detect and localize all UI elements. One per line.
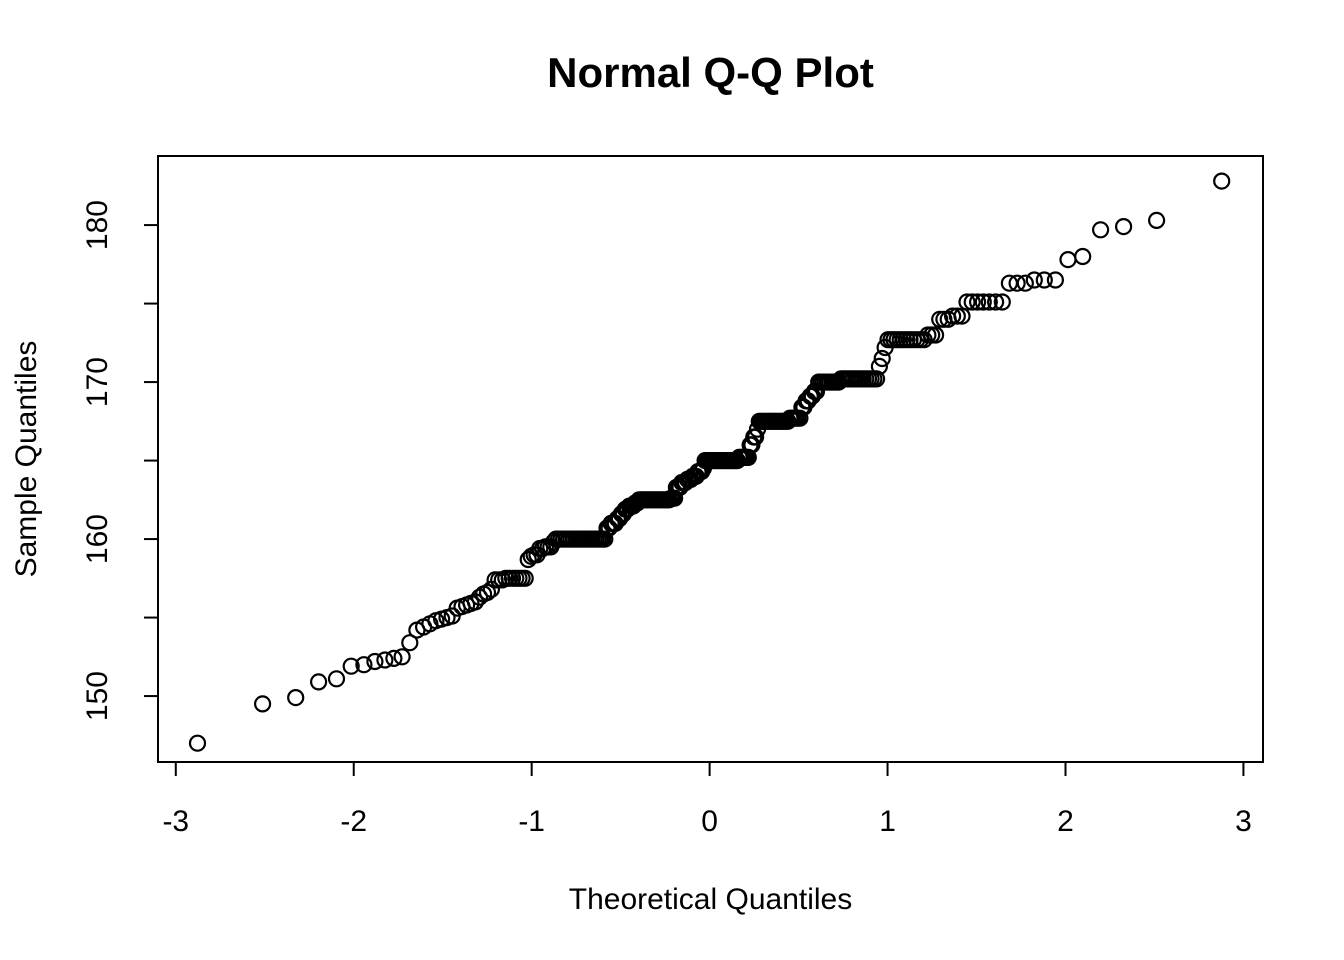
data-point [342, 657, 360, 675]
data-point [980, 293, 998, 311]
data-point [366, 652, 384, 671]
x-tick-label: -2 [340, 805, 367, 838]
y-tick-label: 170 [81, 357, 114, 407]
data-point [1008, 274, 1026, 292]
data-point [327, 670, 346, 688]
data-point [1016, 274, 1034, 292]
x-tick-label: 2 [1057, 805, 1074, 838]
data-point [310, 673, 328, 691]
data-point [963, 293, 981, 311]
x-tick-label: -1 [518, 805, 545, 838]
data-point [968, 293, 987, 311]
data-point [1114, 218, 1133, 236]
data-point [948, 307, 966, 325]
data-point [1213, 172, 1231, 190]
data-point [478, 583, 497, 602]
data-point [1091, 221, 1110, 239]
data-point [385, 649, 403, 668]
data-point [867, 370, 886, 388]
data-point [1147, 211, 1166, 229]
data-point [393, 648, 411, 666]
data-point [376, 651, 394, 669]
data-point [401, 634, 419, 652]
data-point [943, 307, 962, 325]
data-point [986, 293, 1005, 311]
data-point [1035, 271, 1053, 289]
data-point [1025, 271, 1043, 289]
y-tick-label: 150 [81, 671, 114, 721]
data-point [743, 436, 761, 454]
data-point [791, 409, 809, 427]
data-point [739, 448, 757, 466]
data-point [974, 293, 992, 311]
x-tick-label: 0 [701, 805, 718, 838]
data-point [870, 357, 889, 375]
x-tick-label: 1 [879, 805, 896, 838]
data-point [1074, 247, 1092, 266]
data-point [958, 293, 976, 311]
chart-title: Normal Q-Q Plot [547, 49, 874, 96]
data-point [355, 656, 373, 674]
data-point [596, 530, 614, 548]
x-tick-label: 3 [1235, 805, 1252, 838]
x-axis-label: Theoretical Quantiles [568, 883, 853, 916]
data-point [926, 326, 945, 344]
data-point [1046, 271, 1065, 289]
data-point [873, 349, 891, 368]
data-point [1059, 251, 1077, 269]
data-point [254, 695, 272, 713]
data-point [746, 428, 765, 446]
x-tick-label: -3 [162, 805, 189, 838]
data-point [665, 489, 684, 507]
y-tick-label: 160 [81, 514, 114, 564]
data-point [287, 688, 305, 707]
data-point [516, 569, 534, 587]
y-tick-label: 180 [81, 200, 114, 250]
data-point [188, 734, 207, 752]
data-point [993, 293, 1011, 311]
